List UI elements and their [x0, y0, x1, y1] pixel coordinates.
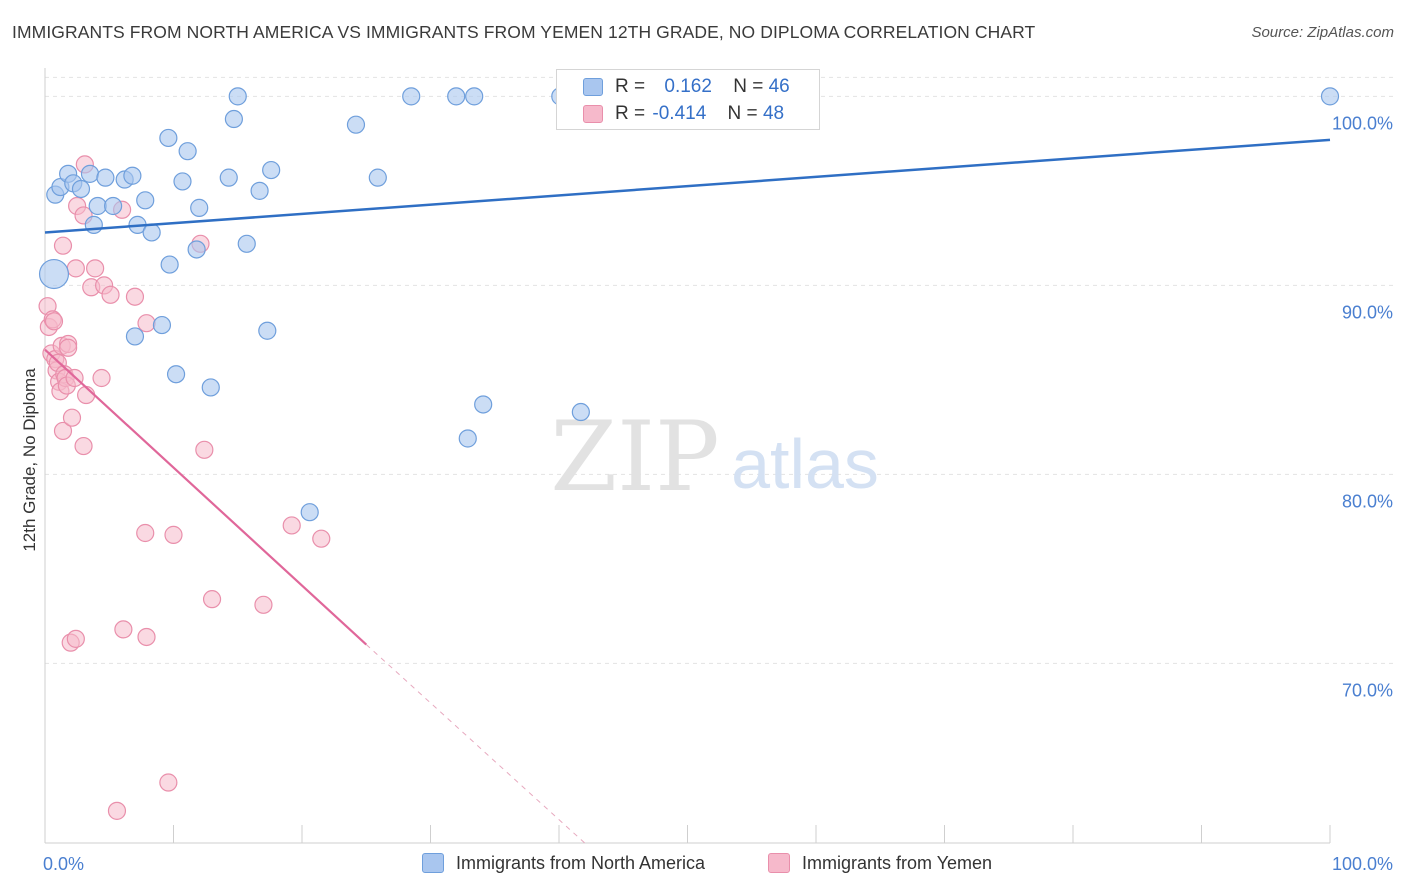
yemen-point — [254, 595, 273, 614]
yemen-point — [114, 620, 133, 639]
yemen-point — [62, 408, 82, 427]
bottom-legend-label: Immigrants from Yemen — [802, 853, 993, 873]
yemen-point — [74, 436, 93, 456]
chart-title: IMMIGRANTS FROM NORTH AMERICA VS IMMIGRA… — [12, 22, 1036, 42]
north-america-point — [187, 240, 206, 259]
yemen-point — [202, 590, 222, 609]
correlation-legend: R = 0.162 N = 46 R = -0.414 N = 48 — [556, 69, 820, 130]
north-america-point — [237, 234, 256, 253]
north-america-point — [250, 181, 269, 200]
north-america-point — [159, 128, 178, 148]
yemen-point — [92, 368, 111, 388]
yemen-trendline — [44, 348, 367, 646]
north-america-point — [258, 321, 277, 340]
bottom-legend-swatch-blue — [422, 853, 444, 873]
y-tick-label: 80.0% — [1342, 491, 1393, 511]
legend-r-label: R = — [615, 103, 646, 124]
legend-swatch-blue — [583, 78, 603, 96]
north-america-point — [84, 215, 103, 234]
north-america-point — [201, 378, 220, 397]
north-america-point — [346, 115, 366, 134]
north-america-trendline — [44, 138, 1331, 234]
north-america-point — [219, 168, 238, 187]
north-america-point — [123, 166, 142, 185]
y-tick-label: 90.0% — [1342, 302, 1393, 322]
x-tick-label: 100.0% — [1332, 854, 1393, 874]
yemen-point — [77, 385, 96, 405]
north-america-point — [166, 365, 186, 384]
north-america-point — [262, 160, 281, 180]
yemen-point — [137, 314, 156, 333]
legend-swatch-pink — [583, 105, 603, 123]
north-america-points — [38, 87, 1340, 522]
yemen-point — [137, 627, 156, 647]
north-america-point — [474, 395, 493, 414]
yemen-point — [53, 236, 73, 255]
y-tick-label: 100.0% — [1332, 113, 1393, 133]
yemen-point — [86, 259, 105, 278]
north-america-point — [190, 198, 209, 217]
north-america-point — [402, 87, 421, 106]
legend-n-value: 48 — [762, 103, 785, 124]
bottom-legend-swatch-pink — [768, 853, 790, 873]
north-america-point — [1320, 87, 1340, 106]
north-america-point — [465, 87, 484, 106]
legend-n-value: 46 — [768, 76, 790, 97]
yemen-point — [195, 440, 214, 459]
north-america-point — [142, 223, 161, 242]
yemen-point — [164, 525, 183, 544]
yemen-point — [53, 421, 73, 441]
north-america-point — [458, 429, 477, 448]
north-america-point — [71, 179, 91, 199]
north-america-point — [96, 168, 115, 187]
tick-labels: 70.0% 80.0% 90.0% 100.0% 0.0% 100.0% — [43, 113, 1393, 874]
north-america-point — [447, 87, 466, 106]
watermark-atlas: atlas — [731, 425, 879, 503]
north-america-point — [571, 402, 590, 422]
yemen-point — [66, 629, 85, 648]
yemen-points — [38, 155, 331, 820]
north-america-point — [228, 87, 247, 106]
north-america-point — [300, 503, 319, 522]
axes — [44, 68, 1331, 844]
north-america-point — [173, 172, 192, 191]
legend-r-value: 0.162 — [664, 76, 712, 97]
yemen-point — [66, 259, 85, 278]
north-america-point — [88, 196, 107, 216]
watermark: ZIP atlas — [550, 401, 879, 513]
north-america-point — [160, 255, 179, 274]
x-tick-label: 0.0% — [43, 854, 84, 874]
yemen-point — [282, 516, 301, 535]
north-america-point — [125, 327, 145, 346]
north-america-point — [368, 168, 387, 187]
yemen-point — [312, 529, 331, 548]
yemen-point — [159, 773, 178, 792]
yemen-point — [136, 523, 155, 543]
north-america-point — [136, 191, 155, 210]
yemen-point — [107, 801, 127, 820]
y-tick-label: 70.0% — [1342, 680, 1393, 700]
trend-lines — [44, 138, 1331, 844]
source-credit: Source: ZipAtlas.com — [1251, 24, 1394, 41]
legend-r-label: R = — [615, 76, 646, 97]
yemen-point — [125, 287, 145, 306]
bottom-legend-label: Immigrants from North America — [456, 853, 706, 873]
north-america-point — [80, 164, 100, 183]
north-america-point — [178, 142, 197, 161]
legend-n-label: N = — [733, 76, 764, 97]
north-america-point — [104, 196, 123, 216]
legend-r-value: -0.414 — [652, 103, 707, 124]
yemen-trendline-extension — [365, 644, 586, 844]
grid-lines — [45, 76, 1393, 664]
north-america-point — [152, 315, 172, 335]
north-america-point — [38, 258, 70, 290]
yemen-point — [59, 338, 78, 357]
legend-n-label: N = — [727, 103, 758, 124]
yemen-point — [44, 312, 64, 331]
yemen-point — [101, 285, 120, 304]
north-america-point — [224, 109, 243, 129]
